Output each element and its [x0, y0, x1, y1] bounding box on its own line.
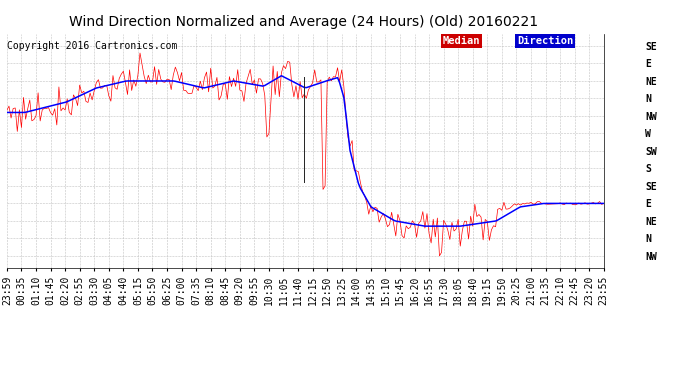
Text: Wind Direction Normalized and Average (24 Hours) (Old) 20160221: Wind Direction Normalized and Average (2…	[69, 15, 538, 29]
Text: Direction: Direction	[518, 36, 573, 46]
Text: Median: Median	[442, 36, 480, 46]
Text: Copyright 2016 Cartronics.com: Copyright 2016 Cartronics.com	[8, 41, 178, 51]
